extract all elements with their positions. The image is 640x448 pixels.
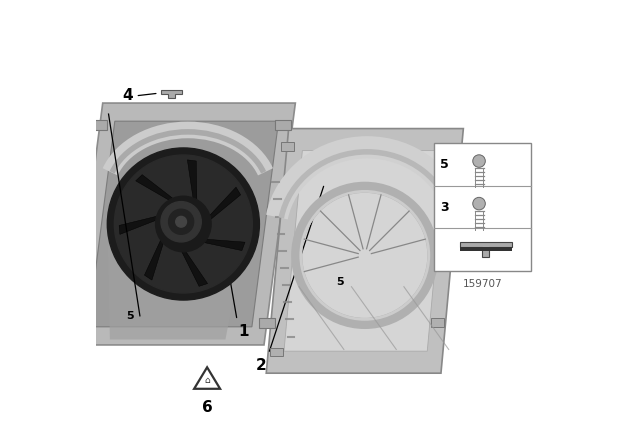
Bar	[270, 348, 283, 357]
Polygon shape	[190, 238, 245, 250]
Bar	[259, 318, 275, 328]
Circle shape	[473, 197, 485, 210]
Polygon shape	[145, 227, 168, 280]
Polygon shape	[119, 213, 170, 234]
Text: 5: 5	[337, 277, 344, 287]
Text: 159707: 159707	[463, 279, 502, 289]
Text: 6: 6	[202, 400, 212, 414]
Polygon shape	[460, 247, 511, 250]
Polygon shape	[161, 90, 182, 98]
Text: 4: 4	[122, 88, 132, 103]
Polygon shape	[88, 121, 278, 327]
Polygon shape	[188, 160, 197, 214]
Circle shape	[473, 155, 485, 167]
Polygon shape	[266, 129, 463, 373]
Polygon shape	[72, 103, 296, 345]
Circle shape	[176, 216, 186, 227]
Polygon shape	[108, 246, 243, 340]
Text: 5: 5	[440, 158, 449, 171]
Bar	[281, 142, 294, 151]
Text: 2: 2	[255, 358, 266, 372]
Polygon shape	[136, 175, 184, 207]
Circle shape	[156, 196, 211, 252]
Circle shape	[108, 148, 259, 300]
Bar	[275, 120, 291, 130]
Circle shape	[168, 209, 194, 234]
Polygon shape	[284, 151, 445, 351]
Polygon shape	[200, 187, 241, 228]
Circle shape	[161, 202, 201, 242]
Bar	[431, 318, 444, 327]
Circle shape	[115, 155, 252, 293]
Text: 1: 1	[239, 324, 249, 339]
Text: 3: 3	[440, 201, 449, 214]
Polygon shape	[460, 241, 511, 257]
Bar	[435, 143, 531, 271]
Polygon shape	[175, 239, 207, 286]
Bar	[447, 181, 460, 190]
Bar	[76, 318, 92, 328]
Text: ⌂: ⌂	[204, 376, 210, 385]
Text: 5: 5	[127, 311, 134, 321]
Bar	[92, 120, 108, 130]
Circle shape	[170, 215, 215, 260]
